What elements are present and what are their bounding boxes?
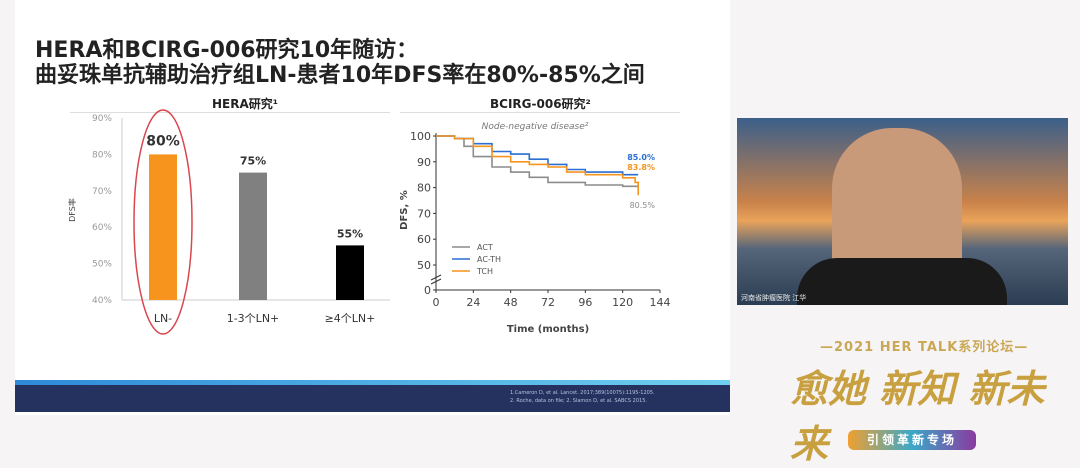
y-tick-label: 60% bbox=[92, 223, 112, 233]
category-label: 1-3个LN+ bbox=[227, 312, 280, 325]
reference-1: 1.Cameron D, et al. Lancet. 2017;389(100… bbox=[510, 390, 655, 396]
bcirg-chart-title: BCIRG-006研究² bbox=[490, 97, 591, 111]
reference-2: 2. Roche, data on file; 2. Slamon D, et … bbox=[510, 398, 647, 404]
footer-accent-line bbox=[15, 380, 730, 385]
y-tick-label: 80% bbox=[92, 150, 112, 160]
y-tick-label: 40% bbox=[92, 296, 112, 306]
y-tick-label: 70% bbox=[92, 187, 112, 197]
y-tick-label: 0 bbox=[424, 284, 431, 297]
legend-label: AC-TH bbox=[477, 255, 501, 264]
x-tick-label: 48 bbox=[504, 296, 518, 309]
end-label: 80.5% bbox=[630, 201, 656, 210]
y-tick-label: 80 bbox=[417, 182, 431, 195]
legend-label: ACT bbox=[477, 243, 493, 252]
series-line-AC-TH bbox=[436, 135, 639, 176]
bar-1 bbox=[239, 172, 267, 300]
bar-0 bbox=[149, 154, 177, 300]
bcirg-km-chart: Node-negative disease² 0 50 60 70 80 90 100 0 24 4… bbox=[399, 122, 671, 335]
highlight-ellipse bbox=[133, 109, 193, 335]
forum-slogan: 愈她 新知 新未来 bbox=[790, 366, 1045, 466]
bar-2 bbox=[336, 245, 364, 300]
session-button: 引领革新专场 bbox=[848, 430, 976, 450]
y-tick-label: 60 bbox=[417, 233, 431, 246]
x-tick-label: 96 bbox=[578, 296, 592, 309]
presentation-slide: HERA和BCIRG-006研究10年随访： 曲妥珠单抗辅助治疗组LN-患者10… bbox=[15, 0, 730, 415]
legend-label: TCH bbox=[476, 267, 493, 276]
category-label: ≥4个LN+ bbox=[325, 312, 376, 325]
series-line-TCH bbox=[436, 135, 639, 196]
y-axis-label: DFS率 bbox=[67, 198, 77, 222]
y-tick-label: 50 bbox=[417, 259, 431, 272]
data-label: 80% bbox=[146, 133, 180, 149]
end-label: 83.8% bbox=[627, 163, 655, 172]
axis-break bbox=[430, 274, 442, 285]
x-tick-label: 72 bbox=[541, 296, 555, 309]
y-axis-label: DFS, % bbox=[399, 190, 410, 230]
data-label: 55% bbox=[337, 227, 363, 240]
webcam-video: 河南省肿瘤医院 江华 bbox=[737, 118, 1068, 305]
forum-title: —2021 HER TALK系列论坛— bbox=[820, 340, 1029, 355]
divider bbox=[70, 112, 390, 113]
data-label: 75% bbox=[240, 155, 266, 168]
end-label: 85.0% bbox=[627, 153, 655, 162]
x-tick-label: 144 bbox=[650, 296, 671, 309]
webcam-caption: 河南省肿瘤医院 江华 bbox=[741, 294, 807, 302]
y-tick-label: 100 bbox=[410, 130, 431, 143]
x-axis-label: Time (months) bbox=[507, 324, 589, 335]
x-tick-label: 120 bbox=[612, 296, 633, 309]
category-label: LN- bbox=[154, 312, 172, 325]
series-line-ACT bbox=[436, 135, 639, 189]
y-tick-label: 70 bbox=[417, 207, 431, 220]
speaker-shirt bbox=[797, 258, 1007, 305]
hera-chart-title: HERA研究¹ bbox=[212, 97, 279, 111]
y-tick-label: 90% bbox=[92, 114, 112, 124]
hera-bar-chart: 40% 50% 60% 70% 80% 90% DFS率 80% LN- 75% 1-3个LN+ 55… bbox=[67, 109, 390, 335]
slide-title-line1: HERA和BCIRG-006研究10年随访： bbox=[35, 38, 419, 63]
y-tick-label: 50% bbox=[92, 260, 112, 270]
slide-title-line2: 曲妥珠单抗辅助治疗组LN-患者10年DFS率在80%-85%之间 bbox=[35, 63, 645, 88]
x-tick-label: 24 bbox=[466, 296, 480, 309]
y-tick-label: 90 bbox=[417, 156, 431, 169]
slide-footer bbox=[15, 385, 730, 412]
x-tick-label: 0 bbox=[433, 296, 440, 309]
chart-subtitle: Node-negative disease² bbox=[482, 122, 589, 132]
divider bbox=[400, 112, 680, 113]
